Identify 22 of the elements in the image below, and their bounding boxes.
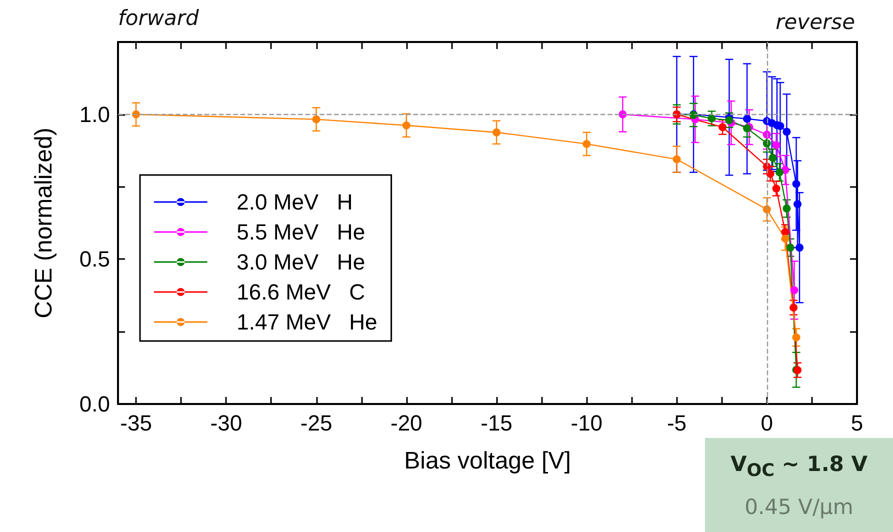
x-axis-title: Bias voltage [V]	[404, 448, 571, 474]
x-tick-label: -30	[210, 410, 242, 436]
y-tick-label: 0.0	[79, 392, 110, 416]
legend-label: 2.0 MeV H	[236, 190, 353, 214]
x-tick-label: 0	[760, 410, 774, 436]
legend-label: 5.5 MeV He	[236, 220, 366, 244]
legend-label: 16.6 MeV C	[236, 280, 366, 304]
x-tick-label: 5	[850, 410, 864, 436]
x-tick-label: -10	[570, 410, 603, 436]
x-tick-label: -5	[666, 410, 687, 436]
y-axis-title: CCE (normalized)	[30, 128, 58, 318]
info-box: V$_{OC}$ ~ 1.8 V 0.45 V/µm	[705, 438, 893, 532]
legend-label: 1.47 MeV He	[236, 310, 378, 334]
y-tick-label: 1.0	[79, 102, 110, 127]
y-tick-label: 0.5	[79, 246, 110, 272]
text: forward	[118, 6, 199, 30]
x-tick-label: -20	[390, 410, 422, 436]
x-tick-label: -15	[480, 410, 512, 436]
x-tick-label: -25	[300, 410, 332, 436]
x-tick-label: -35	[120, 410, 152, 436]
text: reverse	[776, 10, 855, 34]
legend-label: 3.0 MeV He	[236, 250, 366, 274]
